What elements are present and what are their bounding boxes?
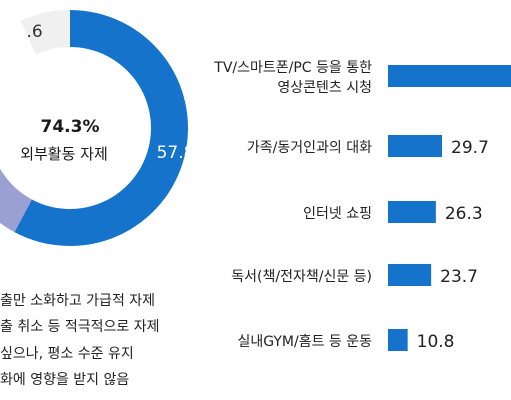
bar-category-label-2: 가족/동거인과의 대화 bbox=[247, 140, 372, 156]
bar-4 bbox=[388, 264, 432, 286]
bar-value-label-5: 10.8 bbox=[417, 332, 455, 352]
bar-3 bbox=[388, 201, 436, 223]
donut-center-label: 외부활동 자제 bbox=[20, 145, 108, 163]
donut-slice-4 bbox=[20, 10, 70, 55]
donut-slice-3 bbox=[0, 20, 36, 88]
legend-line-3: 싶으나, 평소 수준 유지 bbox=[0, 346, 134, 362]
bar-category-label-1: 영상콘텐츠 시청 bbox=[277, 80, 372, 96]
bar-5 bbox=[388, 329, 408, 351]
bar-value-label-3: 26.3 bbox=[445, 204, 483, 224]
bar-category-label-5: 실내GYM/홈트 등 운동 bbox=[237, 334, 372, 350]
donut-slice-label-1: 57.8 bbox=[157, 143, 195, 163]
donut-slice-label-4: .6 bbox=[26, 22, 42, 42]
bar-value-label-4: 23.7 bbox=[440, 267, 478, 287]
legend-line-1: 출만 소화하고 가급적 자제 bbox=[0, 293, 156, 309]
legend-line-2: 출 취소 등 적극적으로 자제 bbox=[0, 319, 160, 335]
bar-2 bbox=[388, 135, 443, 157]
bar-category-label-3: 인터넷 쇼핑 bbox=[303, 206, 372, 222]
donut-center-value: 74.3% bbox=[40, 117, 100, 137]
bar-category-label-4: 독서(책/전자책/신문 등) bbox=[231, 269, 372, 285]
donut-chart: 57.8 .6 bbox=[0, 10, 194, 246]
bar-category-label-1: TV/스마트폰/PC 등을 통한 bbox=[213, 60, 372, 76]
donut-slice-1 bbox=[14, 10, 188, 246]
donut-slice-2 bbox=[0, 168, 32, 233]
legend-line-4: 화에 영향을 받지 않음 bbox=[0, 372, 130, 388]
bar-value-label-2: 29.7 bbox=[451, 138, 489, 158]
bar-1 bbox=[388, 65, 511, 87]
